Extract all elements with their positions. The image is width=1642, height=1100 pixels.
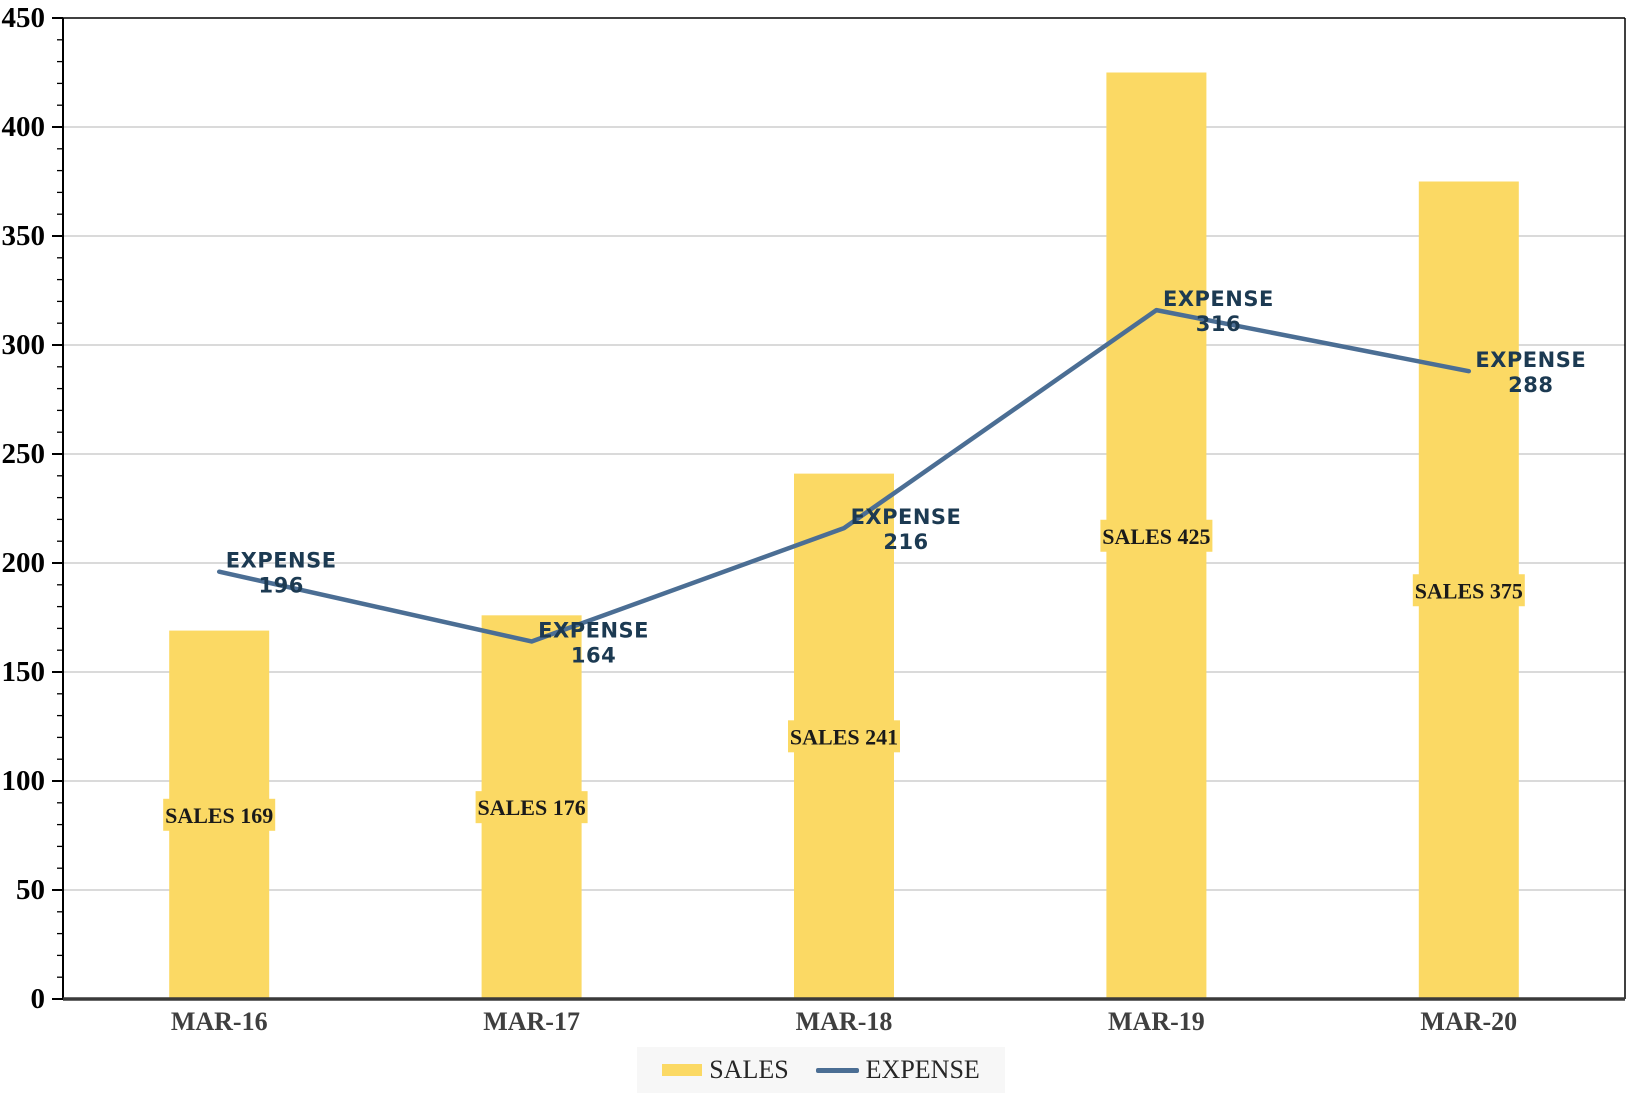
sales-data-label-bg-0 xyxy=(163,798,276,831)
sales-data-label-3: SALES 425 xyxy=(1102,524,1210,549)
expense-line[interactable] xyxy=(216,307,1472,644)
x-axis-label-mar-16: MAR-16 xyxy=(171,1007,268,1036)
expense-data-label-value-4: 288 xyxy=(1508,373,1553,397)
y-tick-label-0: 0 xyxy=(31,983,46,1015)
sales-data-label-bg-1 xyxy=(475,791,588,824)
expense-data-label-value-0: 196 xyxy=(259,574,304,598)
y-tick-label-350: 350 xyxy=(2,220,46,252)
sales-data-label-2: SALES 241 xyxy=(790,724,898,749)
x-axis-label-mar-20: MAR-20 xyxy=(1420,1007,1517,1036)
y-tick-label-100: 100 xyxy=(2,765,46,797)
legend-label-sales: SALES xyxy=(709,1055,789,1084)
sales-data-label-0: SALES 169 xyxy=(165,803,273,828)
y-tick-label-50: 50 xyxy=(16,874,45,906)
expense-data-label-name-0: EXPENSE xyxy=(226,549,337,573)
sales-data-label-bg-2 xyxy=(788,720,900,753)
y-tick-label-400: 400 xyxy=(2,111,46,143)
expense-data-label-name-2: EXPENSE xyxy=(851,505,962,529)
legend-label-expense: EXPENSE xyxy=(865,1055,980,1084)
sales-data-label-bg-3 xyxy=(1100,519,1213,552)
expense-data-label-value-2: 216 xyxy=(883,530,928,554)
y-tick-label-300: 300 xyxy=(2,329,46,361)
x-axis-label-mar-18: MAR-18 xyxy=(796,1007,893,1036)
sales-data-label-4: SALES 375 xyxy=(1415,578,1523,603)
sales-legend-swatch xyxy=(662,1064,703,1076)
x-axis-label-mar-19: MAR-19 xyxy=(1108,1007,1205,1036)
expense-data-label-value-3: 316 xyxy=(1196,312,1241,336)
y-tick-label-150: 150 xyxy=(2,656,46,688)
expense-data-label-name-3: EXPENSE xyxy=(1163,287,1274,311)
y-tick-label-200: 200 xyxy=(2,547,46,579)
y-tick-label-450: 450 xyxy=(2,2,46,34)
x-axis-label-mar-17: MAR-17 xyxy=(483,1007,580,1036)
expense-data-label-name-4: EXPENSE xyxy=(1475,348,1586,372)
sales-data-label-bg-4 xyxy=(1412,574,1525,607)
expense-data-label-value-1: 164 xyxy=(571,643,616,667)
legend: SALES EXPENSE xyxy=(637,1047,1005,1093)
legend-item-sales[interactable]: SALES xyxy=(662,1055,789,1085)
sales-data-label-1: SALES 176 xyxy=(477,795,585,820)
y-tick-label-250: 250 xyxy=(2,438,46,470)
expense-data-label-name-1: EXPENSE xyxy=(538,618,649,642)
expense-legend-swatch xyxy=(815,1067,859,1073)
legend-item-expense[interactable]: EXPENSE xyxy=(815,1055,980,1085)
